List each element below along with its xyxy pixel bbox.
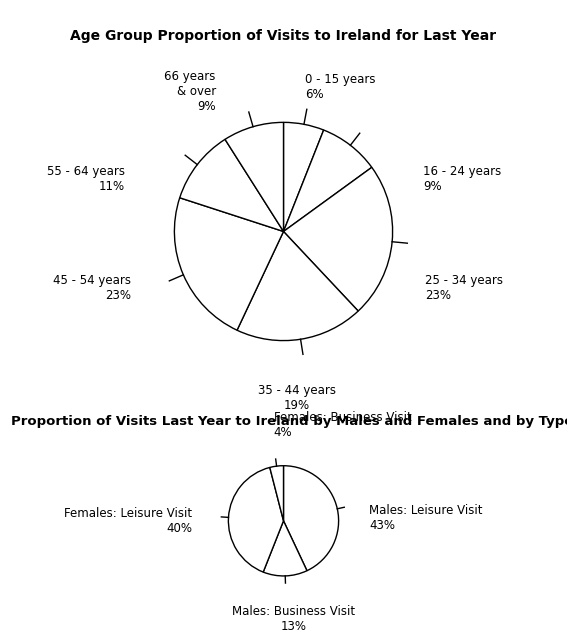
- Wedge shape: [175, 198, 284, 331]
- Wedge shape: [284, 130, 372, 231]
- Wedge shape: [229, 467, 284, 572]
- Wedge shape: [270, 466, 284, 521]
- Wedge shape: [263, 521, 307, 576]
- Wedge shape: [237, 231, 358, 341]
- Text: 66 years
& over
9%: 66 years & over 9%: [164, 70, 216, 113]
- Text: 16 - 24 years
9%: 16 - 24 years 9%: [423, 165, 501, 193]
- Text: Males: Leisure Visit
43%: Males: Leisure Visit 43%: [369, 504, 483, 532]
- Text: 45 - 54 years
23%: 45 - 54 years 23%: [53, 274, 131, 302]
- Text: 25 - 34 years
23%: 25 - 34 years 23%: [425, 274, 503, 302]
- Text: Females: Business Visit
4%: Females: Business Visit 4%: [274, 412, 411, 439]
- Text: 35 - 44 years
19%: 35 - 44 years 19%: [257, 385, 336, 412]
- Wedge shape: [284, 167, 392, 311]
- Wedge shape: [180, 140, 284, 231]
- Wedge shape: [225, 122, 284, 231]
- Text: Proportion of Visits Last Year to Ireland by Males and Females and by Type of Vi: Proportion of Visits Last Year to Irelan…: [11, 415, 567, 428]
- Text: 55 - 64 years
11%: 55 - 64 years 11%: [47, 165, 125, 193]
- Wedge shape: [284, 466, 338, 571]
- Text: Males: Business Visit
13%: Males: Business Visit 13%: [232, 604, 355, 633]
- Wedge shape: [284, 122, 324, 231]
- Text: 0 - 15 years
6%: 0 - 15 years 6%: [305, 73, 376, 102]
- Title: Age Group Proportion of Visits to Ireland for Last Year: Age Group Proportion of Visits to Irelan…: [70, 30, 497, 43]
- Text: Females: Leisure Visit
40%: Females: Leisure Visit 40%: [65, 507, 193, 535]
